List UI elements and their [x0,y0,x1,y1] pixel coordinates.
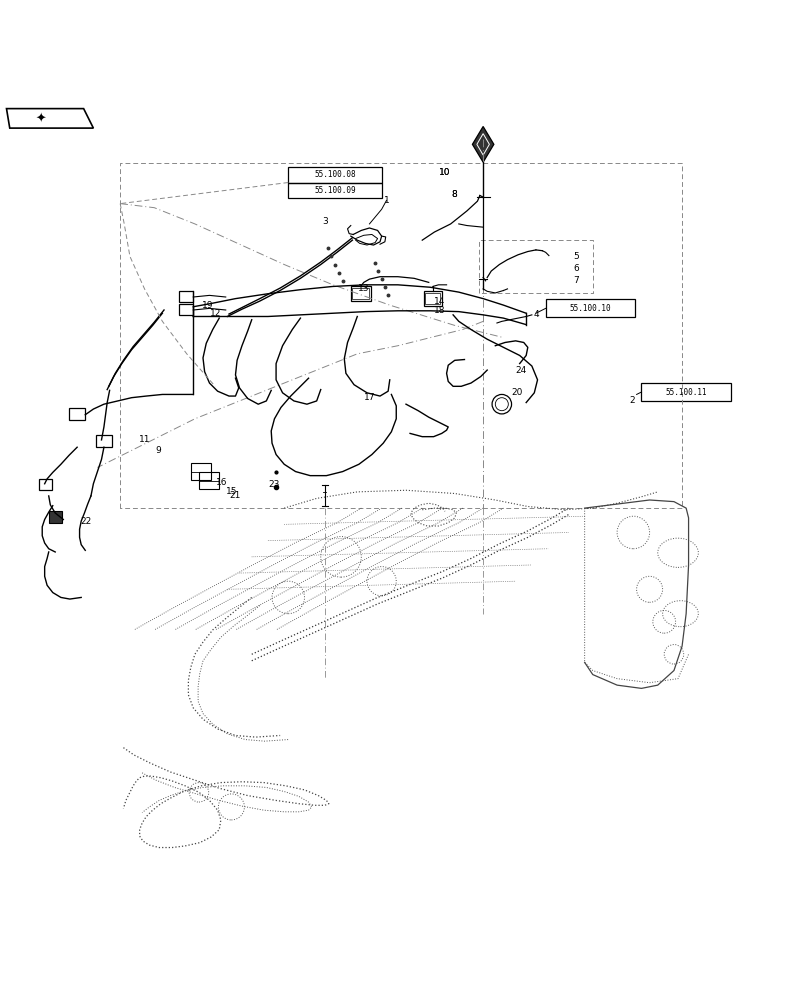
Bar [96,435,112,447]
Bar [425,293,440,304]
Bar [178,291,193,302]
Text: 8: 8 [451,190,457,199]
Text: 55.100.08: 55.100.08 [314,170,355,179]
Bar [352,288,369,299]
Text: 3: 3 [321,217,328,226]
Text: 13: 13 [358,284,369,293]
Text: 11: 11 [139,435,150,444]
Text: 10: 10 [439,168,450,177]
Bar [69,408,85,420]
Text: 55.100.11: 55.100.11 [664,388,706,397]
Text: 4: 4 [534,310,539,319]
Text: 7: 7 [573,276,579,285]
Text: 55.100.09: 55.100.09 [314,186,355,195]
Text: 2: 2 [629,396,633,405]
Text: 22: 22 [80,517,92,526]
Bar [178,304,193,315]
Text: 9: 9 [155,446,161,455]
Text: 15: 15 [225,487,237,496]
Text: 12: 12 [210,309,221,318]
Bar [545,299,634,317]
Text: ✦: ✦ [36,113,45,126]
Text: 8: 8 [451,190,457,199]
Bar [199,472,219,489]
Bar [288,183,381,198]
Polygon shape [472,126,493,162]
Text: 20: 20 [511,388,522,397]
Polygon shape [6,109,93,128]
Bar [288,167,381,183]
Text: 19: 19 [202,301,213,310]
Text: 14: 14 [434,297,445,306]
Bar [641,383,730,401]
Bar [49,511,62,523]
Bar [350,286,371,301]
Text: 1: 1 [383,196,389,205]
Text: 23: 23 [268,480,279,489]
Text: 55.100.10: 55.100.10 [569,304,611,313]
Text: 10: 10 [439,168,450,177]
Text: 5: 5 [573,252,579,261]
Text: 24: 24 [514,366,526,375]
Text: 21: 21 [229,491,240,500]
Text: 17: 17 [363,393,375,402]
Bar [39,479,52,490]
Text: 6: 6 [573,264,579,273]
Bar [423,291,441,306]
Text: 18: 18 [434,306,445,315]
Text: 16: 16 [216,478,227,487]
Bar [191,463,211,480]
